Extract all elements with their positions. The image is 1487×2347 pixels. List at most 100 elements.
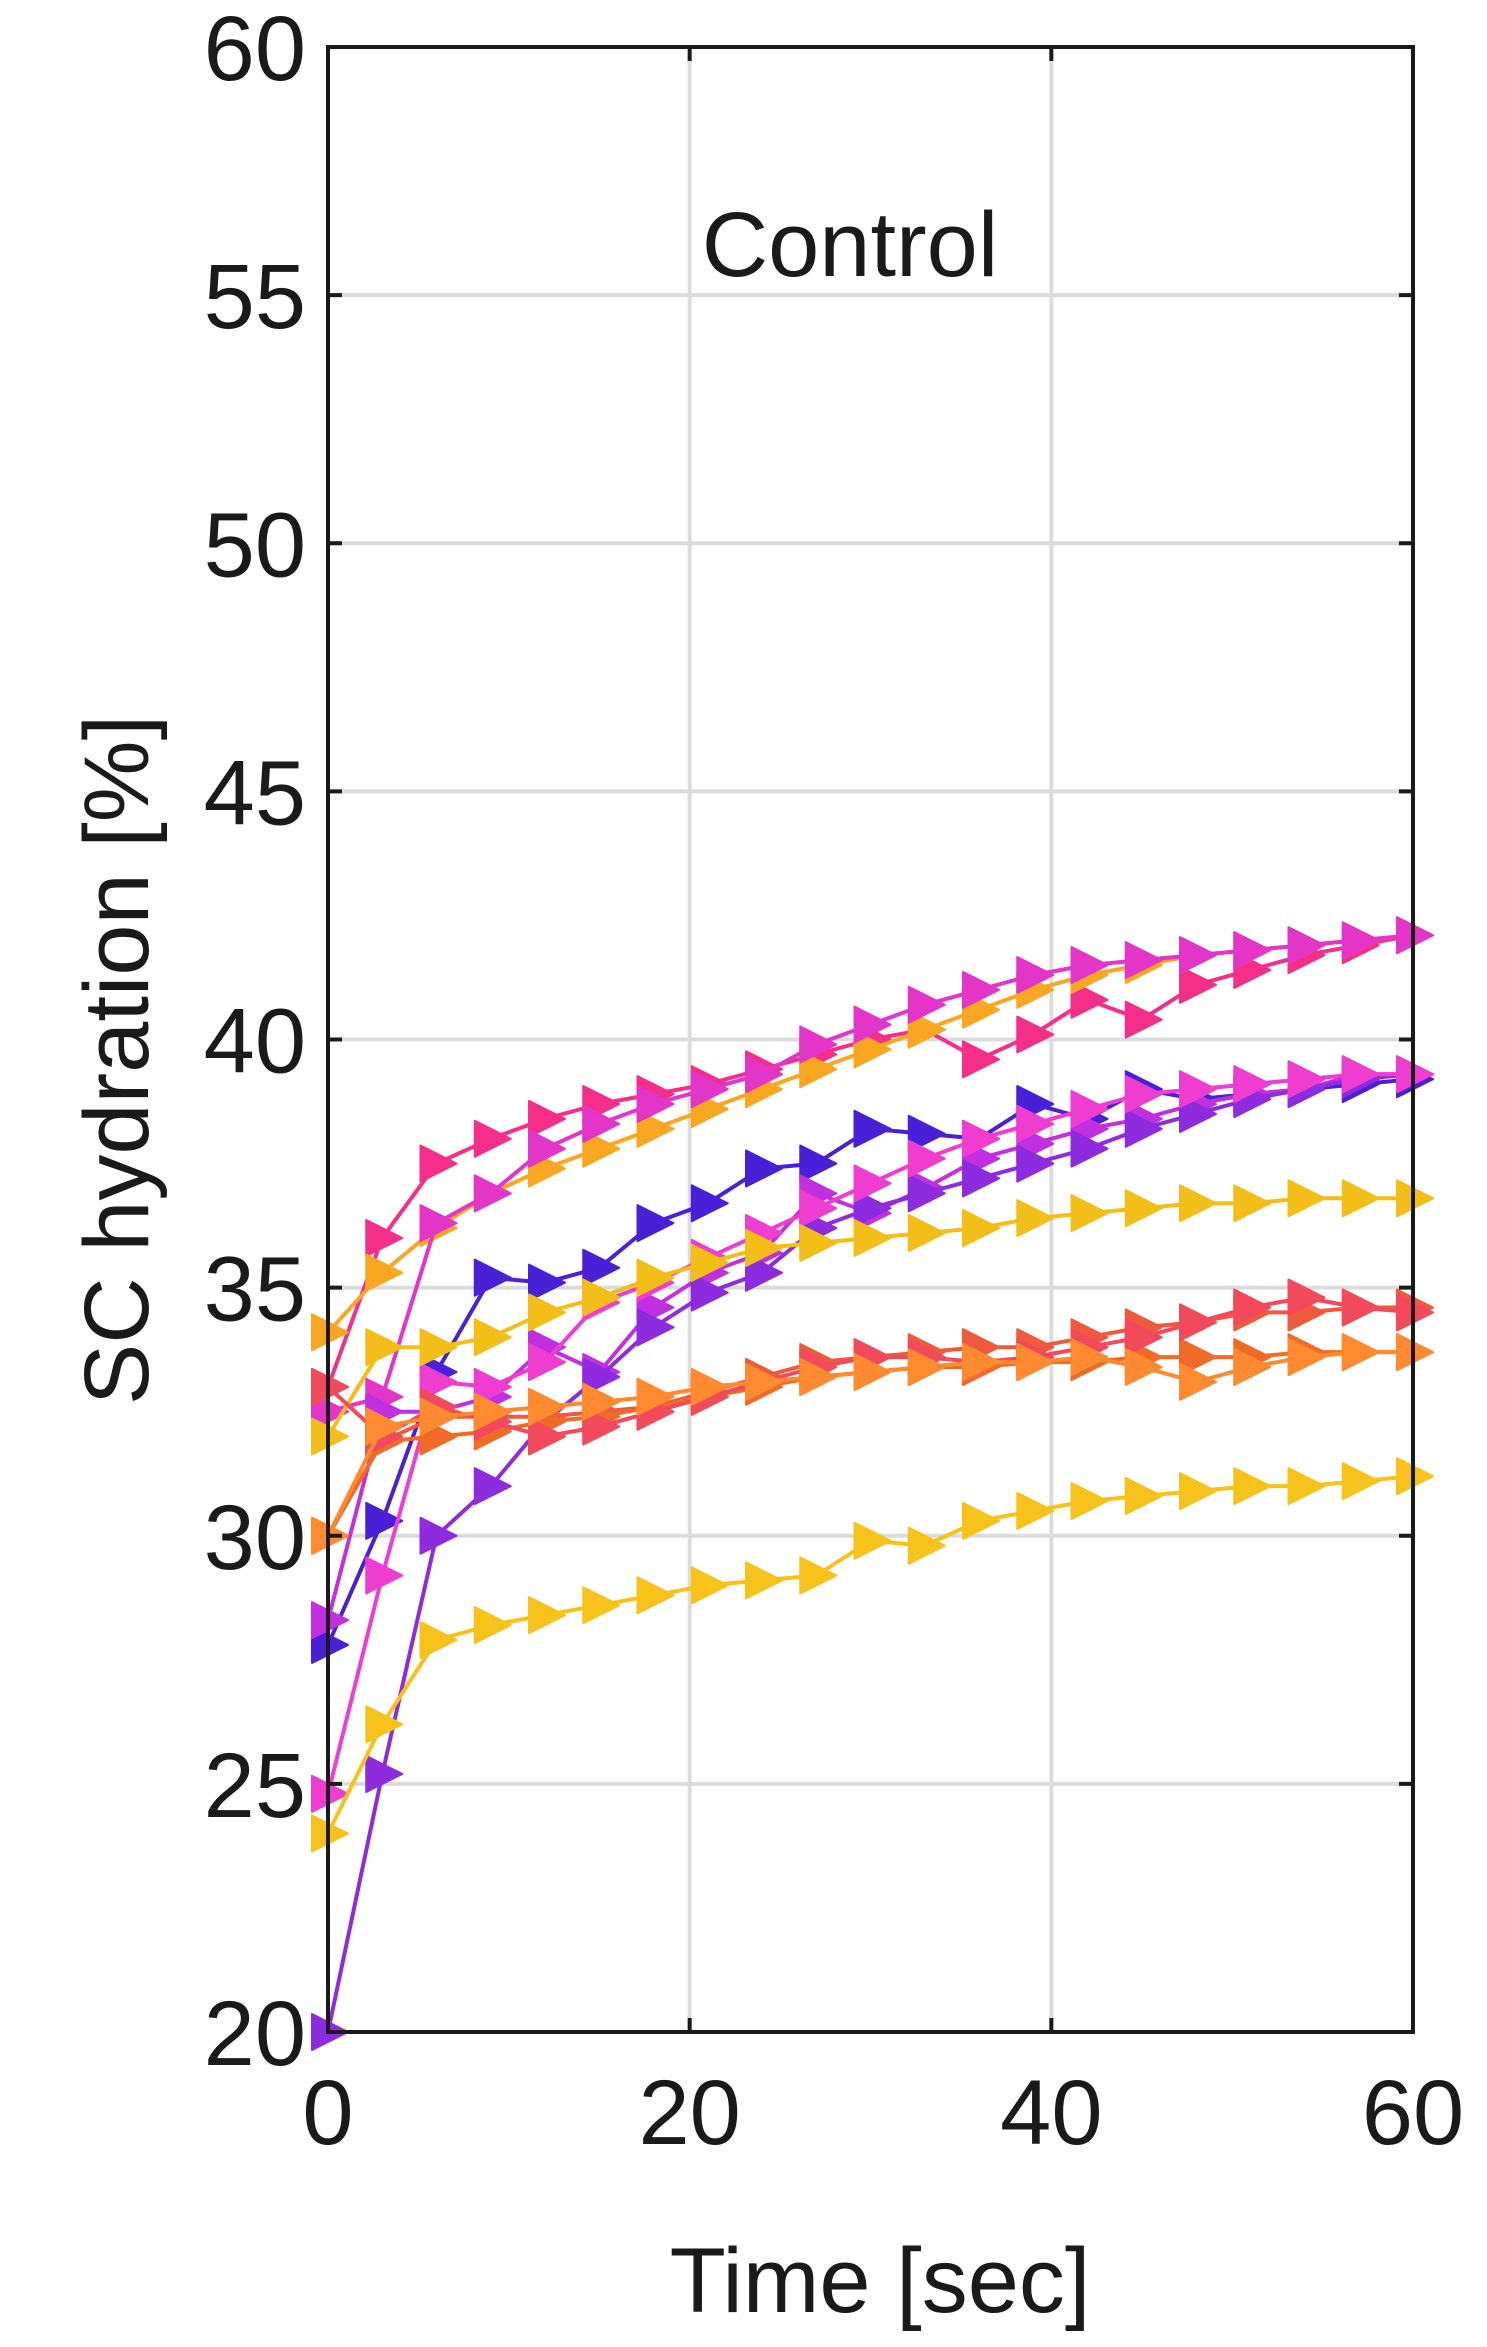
data-point-marker	[636, 1085, 675, 1124]
data-point-marker	[690, 1273, 729, 1312]
data-point-marker	[1016, 1199, 1055, 1238]
data-point-marker	[907, 1214, 946, 1253]
data-point-marker	[473, 1606, 512, 1645]
data-point-marker	[582, 1248, 621, 1287]
data-point-marker	[962, 1040, 1000, 1079]
data-point-marker	[1016, 1015, 1055, 1054]
data-point-marker	[962, 1501, 1000, 1540]
x-tick-label: 20	[638, 2062, 740, 2164]
y-tick-label: 45	[204, 742, 306, 844]
data-point-marker	[582, 1129, 621, 1168]
data-point-marker	[1124, 1075, 1163, 1114]
data-point-marker	[1179, 1184, 1217, 1223]
data-point-marker	[419, 1516, 458, 1555]
data-point-marker	[690, 1070, 729, 1109]
data-point-marker	[853, 1352, 892, 1391]
data-point-marker	[365, 1754, 404, 1793]
data-point-marker	[853, 1189, 892, 1228]
data-point-marker	[962, 1159, 1000, 1198]
data-point-marker	[690, 1243, 729, 1282]
data-point-marker	[582, 1382, 621, 1421]
data-point-marker	[1070, 1482, 1109, 1521]
data-point-marker	[907, 1526, 946, 1565]
data-point-marker	[907, 1114, 946, 1153]
chart-annotation: Control	[702, 194, 999, 296]
data-point-marker	[365, 1705, 404, 1744]
data-point-marker	[1179, 1338, 1217, 1377]
y-tick-label: 30	[204, 1487, 306, 1589]
data-point-marker	[365, 1219, 404, 1257]
data-point-marker	[1124, 1348, 1163, 1387]
data-point-marker	[1124, 1477, 1163, 1516]
data-point-marker	[745, 1253, 783, 1292]
data-point-marker	[1070, 1129, 1109, 1168]
data-point-marker	[853, 1521, 892, 1560]
data-point-marker	[1124, 1189, 1163, 1228]
data-point-marker	[1179, 1070, 1217, 1109]
data-point-marker	[1124, 941, 1163, 980]
data-point-marker	[1016, 1343, 1055, 1382]
data-point-marker	[1179, 936, 1217, 975]
data-point-marker	[636, 1258, 675, 1297]
data-point-marker	[582, 1278, 621, 1317]
data-point-marker	[1341, 1179, 1380, 1218]
data-point-marker	[1341, 1288, 1380, 1327]
series-9	[311, 1457, 1434, 1853]
series-layer	[311, 916, 1434, 2051]
data-point-marker	[962, 970, 1000, 1009]
data-point-marker	[1233, 1288, 1272, 1327]
data-point-marker	[745, 1561, 783, 1600]
data-point-marker	[1179, 1303, 1217, 1342]
data-point-marker	[853, 1219, 892, 1257]
data-point-marker	[419, 1397, 458, 1436]
data-point-marker	[799, 1050, 838, 1089]
data-point-marker	[473, 1258, 512, 1297]
data-point-marker	[582, 1407, 621, 1446]
x-tick-label: 0	[302, 2062, 353, 2164]
data-point-marker	[853, 1164, 892, 1203]
data-point-marker	[907, 985, 946, 1024]
data-point-marker	[1070, 1338, 1109, 1377]
data-point-marker	[365, 1328, 404, 1367]
y-tick-label: 25	[204, 1735, 306, 1837]
y-tick-label: 40	[204, 991, 306, 1093]
data-point-marker	[365, 1556, 404, 1595]
data-point-marker	[1124, 1000, 1163, 1039]
data-point-marker	[1070, 980, 1109, 1019]
data-point-marker	[1179, 965, 1217, 1004]
data-point-marker	[636, 1109, 675, 1148]
data-point-marker	[1179, 1094, 1217, 1133]
data-point-marker	[528, 1417, 566, 1456]
data-point-marker	[1070, 946, 1109, 985]
data-point-marker	[365, 1501, 404, 1540]
data-point-marker	[528, 1129, 566, 1168]
data-point-marker	[962, 1343, 1000, 1382]
data-point-marker	[636, 1377, 675, 1416]
data-point-marker	[907, 1139, 946, 1178]
data-point-marker	[799, 1556, 838, 1595]
data-point-marker	[528, 1596, 566, 1635]
data-point-marker	[1233, 1467, 1272, 1506]
data-point-marker	[1287, 926, 1326, 965]
data-point-marker	[1233, 1065, 1272, 1104]
data-point-marker	[853, 1030, 892, 1069]
data-point-marker	[690, 1566, 729, 1605]
data-point-marker	[419, 1144, 458, 1183]
data-point-marker	[1287, 1338, 1326, 1377]
data-point-marker	[1124, 1109, 1163, 1148]
data-point-marker	[582, 1586, 621, 1625]
data-point-marker	[1233, 931, 1272, 970]
data-point-marker	[636, 1308, 675, 1347]
data-point-marker	[473, 1467, 512, 1506]
data-point-marker	[1016, 1491, 1055, 1530]
data-point-marker	[1341, 1462, 1380, 1501]
data-point-marker	[799, 1189, 838, 1228]
data-point-marker	[473, 1119, 512, 1158]
data-point-marker	[1233, 1184, 1272, 1223]
x-tick-label: 60	[1362, 2062, 1464, 2164]
data-point-marker	[962, 1209, 1000, 1248]
y-axis-label: SC hydration [%]	[66, 715, 168, 1405]
data-point-marker	[1016, 1144, 1055, 1183]
